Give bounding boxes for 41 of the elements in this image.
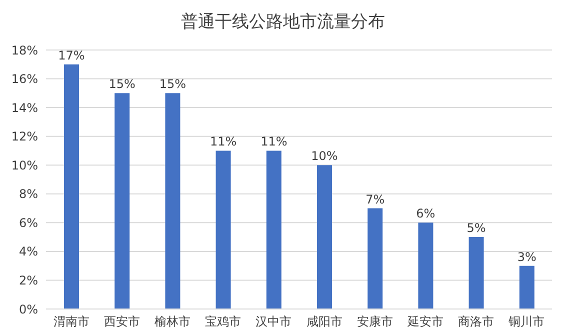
chart-title: 普通干线公路地市流量分布 [180, 11, 386, 34]
y-tick-label: 10% [11, 158, 38, 172]
data-label: 5% [466, 221, 486, 236]
x-tick-label: 汉中市 [256, 314, 292, 329]
x-tick-label: 榆林市 [154, 314, 190, 329]
bar [418, 222, 434, 309]
bar [64, 64, 79, 309]
data-label: 15% [108, 77, 136, 92]
x-tick-label: 延安市 [406, 314, 444, 329]
bar [114, 93, 130, 309]
bar [216, 150, 231, 309]
x-tick-label: 安康市 [356, 314, 393, 329]
x-tick-label: 咸阳市 [306, 314, 342, 329]
bar [519, 266, 534, 309]
data-label: 15% [159, 77, 186, 92]
y-tick-label: 0% [18, 302, 38, 316]
y-tick-label: 2% [18, 273, 38, 288]
data-label: 6% [416, 206, 436, 221]
y-tick-label: 14% [11, 100, 38, 115]
data-label: 3% [517, 250, 536, 264]
data-label: 7% [366, 192, 385, 206]
bar [317, 165, 332, 309]
y-tick-label: 4% [18, 244, 38, 259]
y-tick-label: 8% [18, 187, 38, 202]
bar [266, 150, 282, 309]
data-label: 17% [58, 48, 85, 62]
x-tick-label: 铜川市 [508, 314, 545, 329]
bar [468, 237, 484, 309]
x-tick-label: 渭南市 [53, 314, 90, 329]
bar [368, 208, 383, 309]
data-label: 10% [311, 149, 338, 164]
y-tick-label: 12% [11, 130, 38, 144]
data-label: 11% [210, 134, 237, 149]
y-tick-label: 16% [11, 72, 38, 86]
y-tick-label: 18% [11, 43, 38, 58]
x-tick-label: 西安市 [104, 314, 140, 329]
bar [165, 93, 180, 309]
y-tick-label: 6% [18, 216, 38, 230]
x-tick-label: 商洛市 [458, 314, 494, 329]
data-label: 11% [260, 134, 288, 149]
x-tick-label: 宝鸡市 [205, 314, 242, 329]
